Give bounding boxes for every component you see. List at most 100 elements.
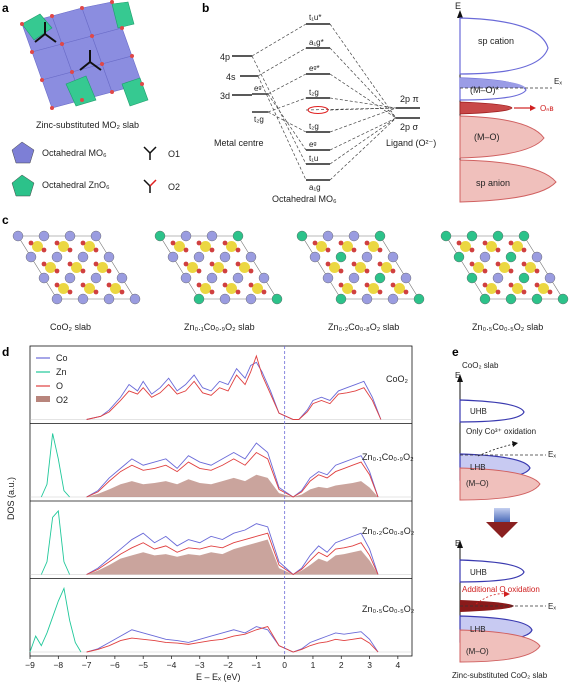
zinc-atom <box>335 251 347 263</box>
oxygen-atom <box>351 289 357 295</box>
oxygen-atom <box>521 247 527 253</box>
cobalt-atom <box>38 230 50 242</box>
x-tick-label: −2 <box>223 660 233 670</box>
oxygen-atom <box>495 261 501 267</box>
charge-density-lobe <box>32 241 43 252</box>
charge-density-lobe <box>538 283 549 294</box>
oxygen-atom <box>106 268 112 274</box>
charge-density-lobe <box>525 262 536 273</box>
cobalt-atom <box>361 293 373 305</box>
charge-density-lobe <box>512 283 523 294</box>
oxygen-atom <box>521 289 527 295</box>
cobalt-atom <box>219 293 231 305</box>
oxygen-atom <box>521 261 527 267</box>
cobalt-atom <box>387 251 399 263</box>
oxygen-atom <box>325 261 331 267</box>
cobalt-atom <box>25 251 37 263</box>
oxygen-atom <box>351 261 357 267</box>
charge-density-lobe <box>45 262 56 273</box>
oxygen-atom <box>80 282 86 288</box>
band-sp-cation: sp cation <box>478 36 514 46</box>
oxygen-atom <box>106 282 112 288</box>
cobalt-atom <box>245 251 257 263</box>
cobalt-atom <box>64 230 76 242</box>
oxygen-atom <box>390 268 396 274</box>
legend-label-o2: O2 <box>56 395 68 405</box>
e-top-mo: (M–O) <box>466 479 489 488</box>
dos-panel-label: Zn₀.₂Co₀.₈O₂ <box>362 526 415 536</box>
zinc-atom <box>453 251 465 263</box>
cobalt-atom <box>479 251 491 263</box>
oxygen-atom <box>222 240 228 246</box>
cobalt-atom <box>64 272 76 284</box>
cobalt-atom <box>167 251 179 263</box>
cobalt-atom <box>180 230 192 242</box>
cobalt-atom <box>206 272 218 284</box>
zinc-atom <box>154 230 166 242</box>
e-bottom-lhb: LHB <box>470 625 486 634</box>
oxygen-atom <box>364 240 370 246</box>
dos-series-zn <box>29 586 82 653</box>
cobalt-atom <box>309 251 321 263</box>
zinc-atom <box>335 293 347 305</box>
charge-density-lobe <box>97 262 108 273</box>
charge-density-lobe <box>239 262 250 273</box>
mo-diagram <box>232 23 420 181</box>
e-top-ef: Eₓ <box>548 450 556 459</box>
dos-series-co <box>86 361 382 420</box>
x-tick-label: 2 <box>339 660 344 670</box>
oxygen-atom <box>222 268 228 274</box>
oxygen-atom <box>67 247 73 253</box>
e-bottom-title: Zinc-substituted CoO₂ slab <box>452 671 548 680</box>
band-ef: Eₓ <box>554 77 562 86</box>
slab-label-zn02: Zn₀.₂Co₀.₈O₂ slab <box>328 322 399 332</box>
cobalt-atom <box>219 251 231 263</box>
charge-density-lobe <box>110 283 121 294</box>
dos-plot: CoO₂ Zn₀.₁Co₀.₉O₂ Zn₀.₂Co₀.₈O₂ Zn₀.₅Co₀.₅O₂… <box>25 345 415 670</box>
cobalt-atom <box>245 293 257 305</box>
oxygen-atom <box>508 240 514 246</box>
charge-density-lobe <box>473 262 484 273</box>
zinc-atom <box>479 293 491 305</box>
legend-o2-label: O2 <box>168 182 180 192</box>
oxygen-atom <box>28 240 34 246</box>
oxygen-atom <box>41 261 47 267</box>
oxygen-atom <box>508 282 514 288</box>
mo-t1u: t₁u <box>309 154 318 163</box>
slab-2 <box>296 230 425 305</box>
charge-density-lobe <box>71 262 82 273</box>
oxygen-atom <box>170 240 176 246</box>
charge-density-lobe <box>329 262 340 273</box>
mo-t2g: t₂g <box>309 122 319 131</box>
zinc-atom <box>413 293 425 305</box>
zinc-atom <box>518 230 530 242</box>
cobalt-atom <box>103 293 115 305</box>
x-tick-label: 0 <box>282 660 287 670</box>
charge-density-lobe <box>58 283 69 294</box>
zinc-atom <box>374 272 386 284</box>
oxygen-atom <box>235 247 241 253</box>
o2-bond-icon <box>143 179 157 193</box>
level-4s: 4s <box>226 72 236 82</box>
level-4p: 4p <box>220 52 230 62</box>
charge-density-lobe <box>200 241 211 252</box>
band-mo-star: (M–O)* <box>470 85 499 95</box>
oxygen-atom <box>183 261 189 267</box>
charge-density-lobe <box>226 241 237 252</box>
oxygen-atom <box>534 268 540 274</box>
cobalt-atom <box>492 272 504 284</box>
dos-series-o <box>86 626 379 653</box>
octahedral-mo6-icon <box>11 141 35 164</box>
dos-series-o2 <box>86 539 379 575</box>
zinc-atom <box>505 293 517 305</box>
charge-density-lobe <box>460 241 471 252</box>
level-t2g: t₂g <box>254 115 264 124</box>
x-tick-label: 3 <box>367 660 372 670</box>
cobalt-atom <box>206 230 218 242</box>
x-tick-label: −9 <box>25 660 35 670</box>
oxygen-atom <box>403 289 409 295</box>
oxygen-atom <box>54 282 60 288</box>
mo-t1u-star: t₁u* <box>309 13 321 22</box>
oxygen-atom <box>93 261 99 267</box>
